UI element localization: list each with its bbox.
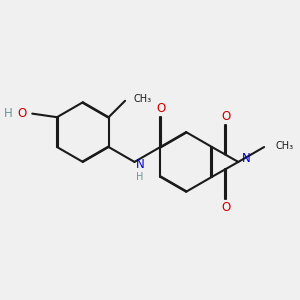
- Text: O: O: [221, 110, 230, 123]
- Text: CH₃: CH₃: [275, 140, 294, 151]
- Text: O: O: [156, 102, 166, 116]
- Text: O: O: [221, 201, 230, 214]
- Text: H: H: [4, 106, 13, 119]
- Text: H: H: [136, 172, 143, 182]
- Text: N: N: [136, 158, 144, 171]
- Text: O: O: [17, 106, 27, 119]
- Text: N: N: [242, 152, 251, 165]
- Text: CH₃: CH₃: [134, 94, 152, 104]
